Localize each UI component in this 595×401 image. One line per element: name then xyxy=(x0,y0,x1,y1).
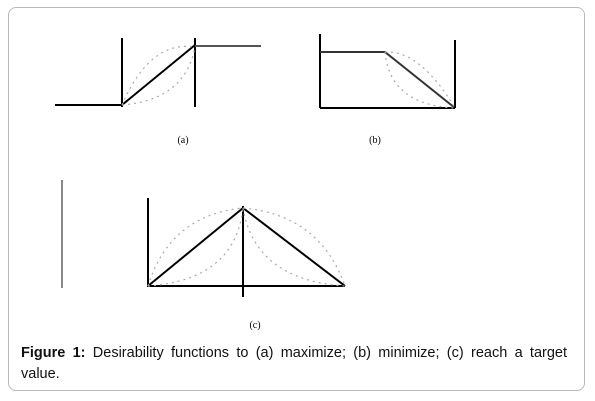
panel-c xyxy=(61,180,346,297)
figure: (a) (b) (c) xyxy=(55,34,456,331)
caption-label: Figure 1: xyxy=(21,345,86,361)
panel-a xyxy=(55,38,261,107)
caption-text: Desirability functions to (a) maximize; … xyxy=(21,345,567,382)
panel-label: (c) xyxy=(249,320,260,331)
panel-label: (b) xyxy=(369,135,381,146)
caption: Figure 1: Desirability functions to (a) … xyxy=(21,343,567,385)
panel-label: (a) xyxy=(177,135,188,146)
panel-b xyxy=(319,34,456,109)
figure-frame xyxy=(8,7,585,391)
